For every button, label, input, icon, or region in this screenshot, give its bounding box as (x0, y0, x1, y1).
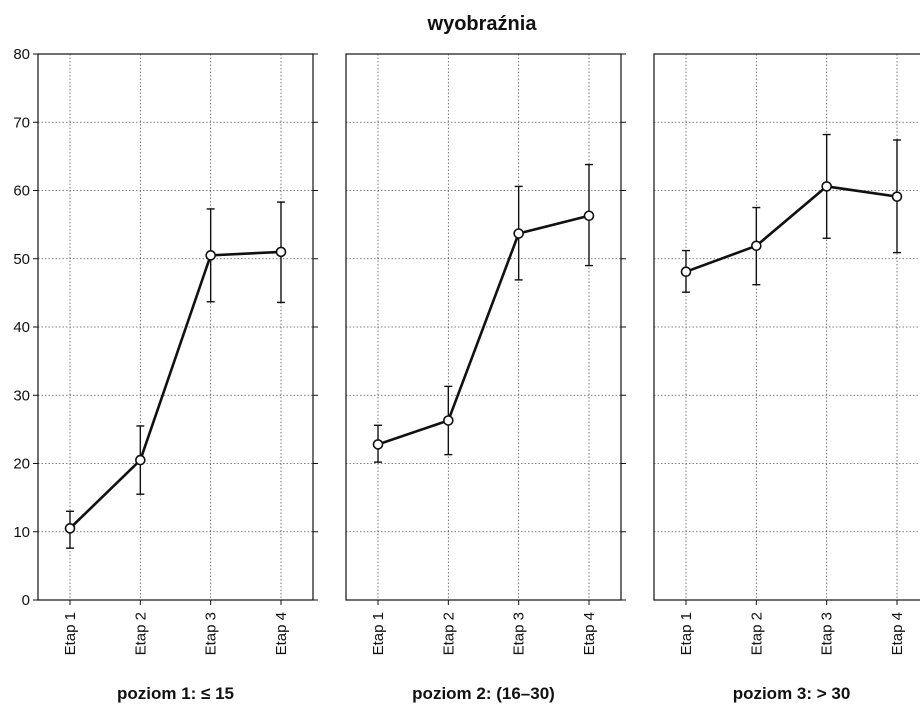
y-tick-label: 70 (13, 114, 30, 131)
data-point (205, 250, 216, 261)
x-tick-label: Etap 1 (370, 612, 387, 655)
panel-label: poziom 3: > 30 (733, 684, 851, 703)
x-tick-label: Etap 3 (511, 612, 528, 655)
data-point (443, 415, 454, 426)
data-point (135, 454, 146, 466)
data-point (821, 181, 832, 192)
data-point (275, 246, 287, 258)
y-tick-label: 40 (13, 319, 30, 336)
x-tick-label: Etap 3 (819, 612, 836, 655)
x-tick-label: Etap 2 (440, 612, 457, 655)
series-line (69, 250, 282, 530)
data-point (891, 191, 903, 202)
data-point (751, 240, 762, 252)
x-tick-label: Etap 2 (132, 612, 149, 655)
data-point (583, 210, 595, 222)
chart-title: wyobraźnia (427, 13, 538, 35)
series-line (377, 214, 590, 446)
panel-frame (653, 53, 920, 601)
x-tick-label: Etap 4 (581, 612, 598, 655)
panel-label: poziom 2: (16–30) (412, 684, 555, 703)
y-tick-label: 60 (13, 183, 30, 200)
panel-3: Etap 1 Etap 2 Etap 3 Etap 4 poziom 3: > 30 (653, 53, 920, 703)
x-tick-label: Etap 1 (62, 612, 79, 655)
y-tick-label: 30 (13, 387, 30, 404)
y-axis: 0 10 20 30 40 50 60 70 80 (13, 46, 38, 609)
panel-1: Etap 1 Etap 2 Etap 3 Etap 4 poziom 1: ≤ 15 (37, 53, 318, 703)
data-point (680, 266, 692, 278)
x-tick-label: Etap 4 (273, 612, 290, 655)
y-tick-label: 20 (13, 456, 30, 473)
x-tick-label: Etap 3 (203, 612, 220, 655)
data-point (372, 439, 384, 450)
y-tick-label: 10 (13, 524, 30, 541)
panel-2: Etap 1 Etap 2 Etap 3 Etap 4 poziom 2: (16–30… (345, 53, 626, 703)
x-tick-label: Etap 1 (678, 612, 695, 655)
x-tick-label: Etap 4 (889, 612, 906, 655)
y-tick-label: 50 (13, 251, 30, 268)
y-tick-label: 80 (13, 46, 30, 63)
data-point (64, 523, 76, 534)
x-tick-label: Etap 2 (748, 612, 765, 655)
series-line (685, 185, 898, 273)
panel-label: poziom 1: ≤ 15 (117, 684, 234, 703)
y-tick-label: 0 (22, 592, 30, 609)
data-point (513, 228, 524, 239)
